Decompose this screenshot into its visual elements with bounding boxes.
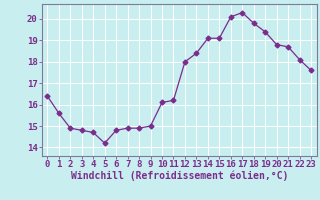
X-axis label: Windchill (Refroidissement éolien,°C): Windchill (Refroidissement éolien,°C): [70, 171, 288, 181]
